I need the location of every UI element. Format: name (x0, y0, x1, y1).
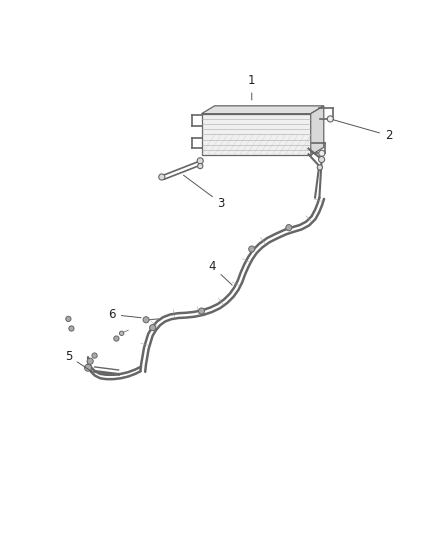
Text: 1: 1 (248, 75, 255, 100)
Circle shape (87, 358, 93, 364)
Circle shape (66, 316, 71, 321)
Circle shape (327, 116, 333, 122)
Circle shape (120, 331, 124, 335)
Circle shape (198, 308, 205, 314)
Circle shape (286, 224, 292, 231)
Circle shape (143, 317, 149, 323)
Polygon shape (201, 106, 324, 114)
Circle shape (249, 246, 255, 252)
Polygon shape (201, 114, 311, 155)
Text: 3: 3 (184, 175, 225, 209)
Circle shape (197, 158, 203, 164)
Polygon shape (311, 106, 324, 155)
Circle shape (69, 326, 74, 331)
Circle shape (150, 325, 155, 330)
Circle shape (198, 164, 203, 169)
Circle shape (319, 150, 325, 156)
Text: 4: 4 (208, 260, 232, 285)
Circle shape (85, 364, 92, 372)
Text: 5: 5 (65, 350, 92, 372)
Text: 2: 2 (333, 120, 392, 142)
Circle shape (92, 353, 97, 358)
Circle shape (114, 336, 119, 341)
Text: 6: 6 (108, 308, 141, 321)
Circle shape (318, 157, 325, 163)
Circle shape (159, 174, 165, 180)
Circle shape (317, 165, 322, 170)
